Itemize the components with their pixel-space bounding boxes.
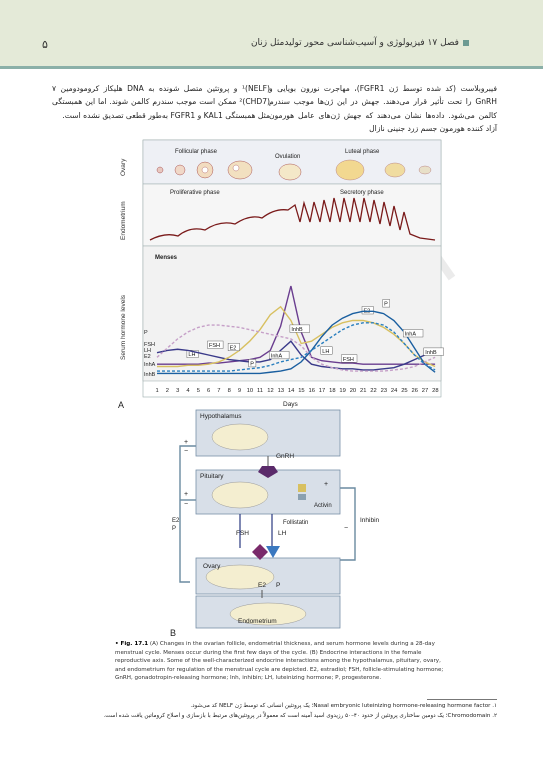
left-label-p: P xyxy=(144,330,148,336)
x-tick-label: 2 xyxy=(166,388,169,394)
menses-label: Menses xyxy=(155,255,178,261)
minus-sign-3: − xyxy=(344,525,348,532)
series-tag-fsh: FSH xyxy=(343,357,354,363)
x-tick-label: 3 xyxy=(176,388,179,394)
x-tick-label: 6 xyxy=(207,388,210,394)
ovary-phase-follicular: Follicular phase xyxy=(175,149,218,155)
left-label-inha: InhA xyxy=(144,362,156,368)
panel-a-letter: A xyxy=(118,400,124,410)
endometrium-phase-secretory: Secretory phase xyxy=(340,190,384,196)
activin-label: Activin xyxy=(314,503,332,509)
left-label-e2: E2 xyxy=(144,354,151,360)
e2-left: E2 xyxy=(172,518,180,524)
series-tag-lh: LH xyxy=(188,352,195,358)
hypothalamus-label: Hypothalamus xyxy=(200,413,242,420)
x-axis-label: Days xyxy=(283,401,299,408)
x-tick-label: 1 xyxy=(156,388,159,394)
endometrium-phase-proliferative: Proliferative phase xyxy=(170,190,220,196)
lh-receptor-icon xyxy=(266,546,280,558)
x-tick-label: 16 xyxy=(309,388,315,394)
figure-17-1: JPBH Ovary Endometrium Serum hormone lev… xyxy=(0,0,543,640)
activin-receptor-icon xyxy=(298,484,306,492)
x-tick-label: 24 xyxy=(391,388,398,394)
inhibin-receptor-icon xyxy=(298,494,306,500)
series-tag-p: P xyxy=(384,302,388,308)
x-tick-label: 18 xyxy=(329,388,335,394)
ovary-phase-luteal: Luteal phase xyxy=(345,149,380,155)
x-tick-label: 9 xyxy=(238,388,241,394)
x-tick-label: 20 xyxy=(350,388,356,394)
x-tick-label: 15 xyxy=(298,388,304,394)
x-tick-label: 22 xyxy=(370,388,376,394)
pituitary-label: Pituitary xyxy=(200,473,224,480)
x-tick-label: 27 xyxy=(422,388,428,394)
series-tag-lh: LH xyxy=(322,349,329,355)
left-label-inhb: InhB xyxy=(144,372,156,378)
follistatin-label: Follistatin xyxy=(283,520,308,526)
x-tick-label: 13 xyxy=(278,388,284,394)
hormone-row xyxy=(143,246,441,381)
plus-sign-1: + xyxy=(184,439,188,446)
x-tick-label: 26 xyxy=(412,388,418,394)
fsh-receptor-icon xyxy=(252,544,268,560)
row-label-endometrium: Endometrium xyxy=(120,201,127,240)
x-tick-label: 14 xyxy=(288,388,295,394)
series-tag-inhb: InhB xyxy=(291,327,303,333)
row-label-serum: Serum hormone levels xyxy=(120,294,127,360)
minus-sign-1: − xyxy=(184,448,188,455)
ovary-phase-ovulation: Ovulation xyxy=(275,154,300,160)
x-tick-label: 5 xyxy=(197,388,200,394)
x-tick-label: 19 xyxy=(339,388,345,394)
series-tag-p: P xyxy=(250,361,254,367)
footnote-rule xyxy=(427,699,497,700)
footnote-2: ۲. Chromodomain؛ یک دومین ساختاری پروتئی… xyxy=(47,713,497,719)
series-tag-inha: InhA xyxy=(271,353,283,359)
p-label: P xyxy=(276,582,280,589)
minus-sign-2: − xyxy=(184,501,188,508)
x-tick-label: 23 xyxy=(381,388,387,394)
x-tick-label: 7 xyxy=(217,388,220,394)
footnote-1: ۱. Nasal embryonic luteinizing hormone-r… xyxy=(47,703,497,709)
x-tick-label: 12 xyxy=(267,388,273,394)
x-tick-label: 11 xyxy=(257,388,263,394)
caption-text: (A) Changes in the ovarian follicle, end… xyxy=(115,641,443,681)
x-tick-label: 25 xyxy=(401,388,407,394)
series-tag-fsh: FSH xyxy=(209,343,220,349)
fsh-label: FSH xyxy=(236,530,249,537)
plus-sign-2: + xyxy=(184,491,188,498)
series-tag-e2: E2 xyxy=(230,345,237,351)
p-left: P xyxy=(172,526,176,532)
endometrium-label: Endometrium xyxy=(238,618,277,625)
x-tick-label: 21 xyxy=(360,388,366,394)
series-tag-inha: InhA xyxy=(405,332,417,338)
plus-sign-3: + xyxy=(324,481,328,488)
gnrh-label: GnRH xyxy=(276,453,294,460)
panel-b-letter: B xyxy=(170,628,176,638)
series-tag-inhb: InhB xyxy=(425,350,437,356)
x-tick-label: 8 xyxy=(228,388,231,394)
e2-label: E2 xyxy=(258,582,266,589)
caption-label: • Fig. 17.1 xyxy=(115,641,148,647)
x-tick-label: 10 xyxy=(247,388,253,394)
lh-label: LH xyxy=(278,530,287,537)
inhibin-label: Inhibin xyxy=(360,517,380,524)
row-label-ovary: Ovary xyxy=(120,158,127,176)
x-tick-label: 28 xyxy=(432,388,438,394)
x-tick-label: 17 xyxy=(319,388,325,394)
figure-caption: • Fig. 17.1 (A) Changes in the ovarian f… xyxy=(115,640,445,683)
panel-b: Hypothalamus GnRH Pituitary Activin Foll… xyxy=(170,410,380,638)
ovary-label: Ovary xyxy=(203,563,221,570)
